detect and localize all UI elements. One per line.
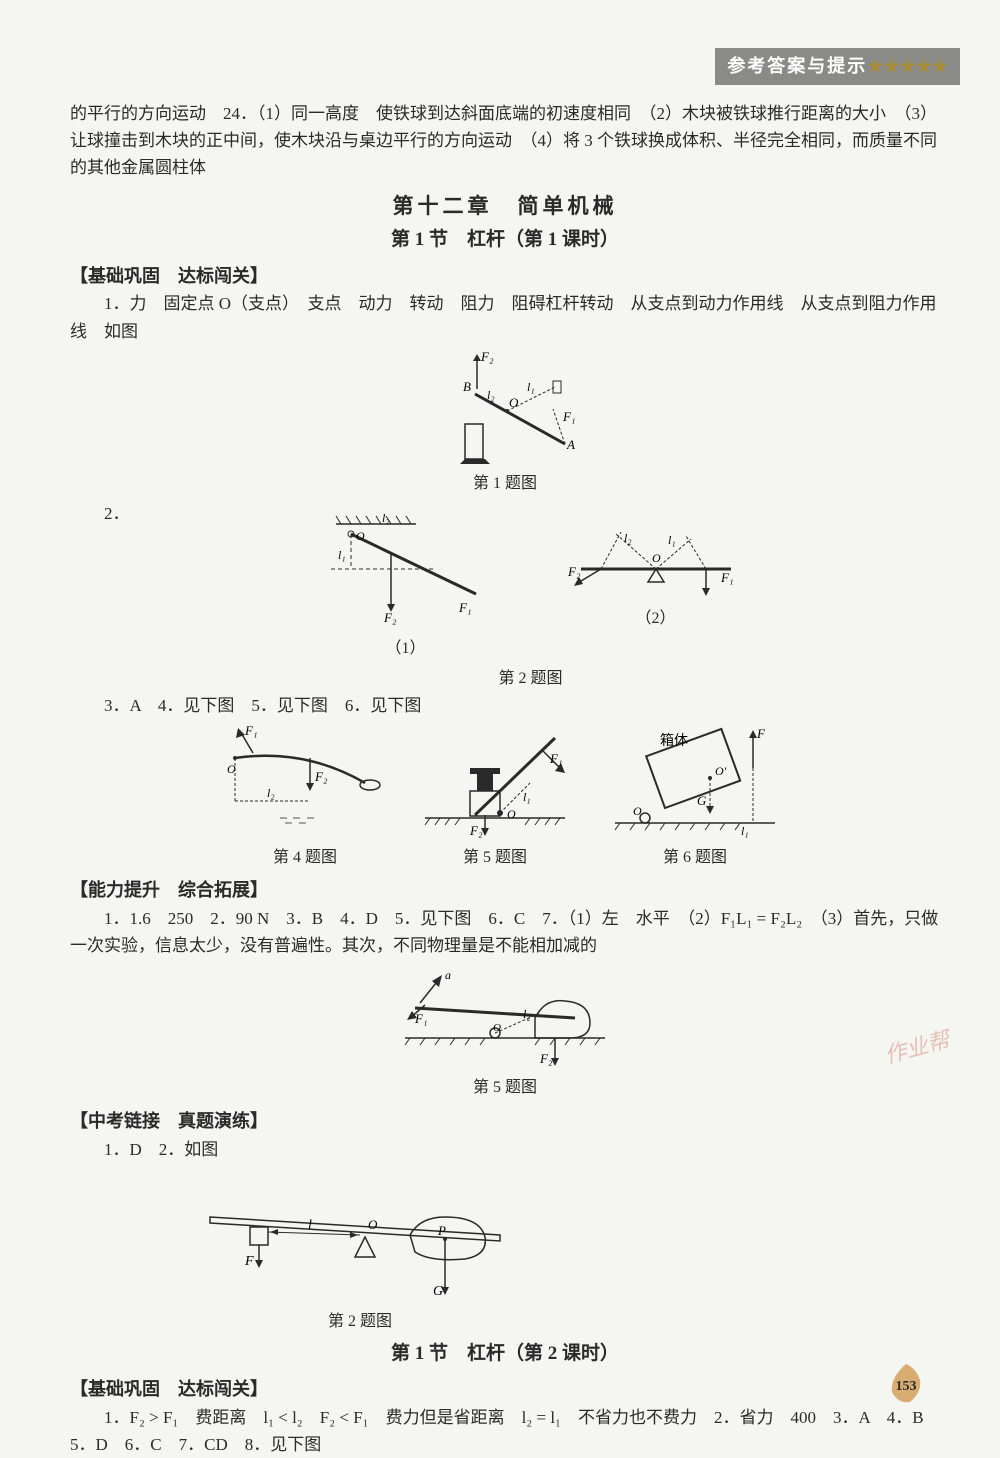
fig5b-f2: F₂: [539, 1051, 553, 1066]
fig6-g: G: [697, 793, 707, 808]
fig1-l2: l₂: [487, 388, 495, 402]
fig1-f1: F₁: [562, 409, 575, 424]
section1-heading2: 【能力提升 综合拓展】: [70, 876, 940, 905]
section2-title: 第 1 节 杠杆（第 2 课时）: [70, 1339, 940, 1369]
fig2b-caption: 第 2 题图: [328, 1309, 392, 1335]
section1-heading1: 【基础巩固 达标闯关】: [70, 262, 940, 291]
ribbon-text: 参考答案与提示: [727, 56, 867, 76]
section2-heading1: 【基础巩固 达标闯关】: [70, 1375, 940, 1404]
fig4-f1: F₁: [244, 723, 257, 738]
q2-label: 2．: [70, 500, 121, 527]
fig2b-f: F: [244, 1254, 254, 1269]
fig4-f2: F₂: [314, 769, 328, 784]
fig21-sub: （1）: [385, 636, 425, 662]
fig5b-l2: l₂: [523, 1007, 531, 1021]
fig6-l1: l₁: [741, 824, 749, 838]
section1-q3: 3．A 4．见下图 5．见下图 6．见下图: [70, 692, 940, 719]
page-number-text: 153: [896, 1379, 917, 1394]
exam-q: 1．D 2．如图: [70, 1136, 240, 1163]
fig22-l2: l₂: [624, 531, 632, 545]
fig1-l1: l₁: [527, 380, 535, 394]
fig22-o: O: [652, 551, 661, 565]
fig4-caption: 第 4 题图: [273, 845, 337, 871]
section1-heading3: 【中考链接 真题演练】: [70, 1107, 940, 1136]
fig5-caption: 第 5 题图: [463, 845, 527, 871]
fig21-l2: l₂: [382, 511, 390, 525]
section1-q1: 1．力 固定点 O（支点） 支点 动力 转动 阻力 阻碍杠杆转动 从支点到动力作…: [70, 290, 940, 344]
ability-text: 1．1.6 250 2．90 N 3．B 4．D 5．见下图 6．C 7．（1）…: [70, 905, 940, 959]
fig21-f2: F₂: [383, 610, 397, 625]
fig2-caption: 第 2 题图: [121, 666, 940, 692]
section1-title: 第 1 节 杠杆（第 1 课时）: [70, 225, 940, 255]
figure-5b: O a F₁ l₂ F₂ 第 5 题图: [395, 963, 615, 1101]
fig2b-p: P: [437, 1223, 446, 1238]
fig22-f2: F₂: [567, 564, 581, 579]
fig5a-f2: F₂: [469, 823, 483, 838]
fig1-svg: F₂ B l₂ O l₁ F₁ A: [415, 349, 595, 469]
fig1-b: B: [463, 379, 471, 394]
fig21-f1: F₁: [458, 600, 471, 615]
fig6-o: O: [633, 804, 642, 818]
fig21-o: O: [356, 529, 365, 543]
page-number: 153: [882, 1360, 930, 1408]
figure-2-2: O F₂ l₂ F₁ l₁: [566, 504, 746, 662]
fig6-op: O': [715, 764, 727, 778]
fig5-o: O: [507, 807, 516, 821]
fig5b-a: a: [445, 968, 451, 982]
figure-4: O F₁ F₂ l₂ 第 4 题图: [225, 723, 385, 871]
fig6-box-label: 箱体: [660, 733, 688, 749]
fig2b-l: l: [308, 1218, 312, 1233]
fig22-f1: F₁: [720, 570, 733, 585]
fig2b-o: O: [368, 1217, 378, 1232]
fig5b-caption: 第 5 题图: [473, 1075, 537, 1101]
fig4-l2: l₂: [267, 786, 275, 800]
fig5a-f1: F₁: [549, 751, 562, 766]
fig22-sub: （2）: [635, 606, 675, 632]
figure-6: O 箱体 F O' G l₁ 第 6 题图: [605, 723, 785, 871]
fig5a-l1: l₁: [523, 790, 531, 804]
figure-5: O F₁ l₁ F₂ 第 5 题图: [415, 723, 575, 871]
fig1-f2: F₂: [480, 349, 494, 364]
fig6-f: F: [756, 726, 766, 741]
fig6-caption: 第 6 题图: [663, 845, 727, 871]
fig21-l1: l₁: [338, 548, 346, 562]
chapter-title: 第十二章 简单机械: [70, 190, 940, 224]
fig22-l1: l₁: [668, 533, 676, 547]
header-ribbon: 参考答案与提示★★★★★: [715, 48, 960, 85]
fig5b-f1: F₁: [414, 1011, 427, 1026]
fig1-a: A: [566, 437, 575, 452]
figure-1: F₂ B l₂ O l₁ F₁ A 第 1 题图: [415, 349, 595, 497]
ribbon-stars: ★★★★★: [867, 56, 948, 76]
continuation-text: 的平行的方向运动 24．（1）同一高度 使铁球到达斜面底端的初速度相同 （2）木…: [70, 100, 940, 182]
figure-2-1: l₂ O l₁ F₂ F₁ （1）: [316, 504, 496, 662]
figure-2b: O F l P G 第 2 题图: [190, 1167, 530, 1335]
section2-q1: 1．F₂ > F₁ 费距离 l₁ < l₂ F₂ < F₁ 费力但是省距离 l₂…: [70, 1404, 940, 1458]
fig1-caption: 第 1 题图: [473, 471, 537, 497]
fig2b-g: G: [433, 1284, 443, 1299]
